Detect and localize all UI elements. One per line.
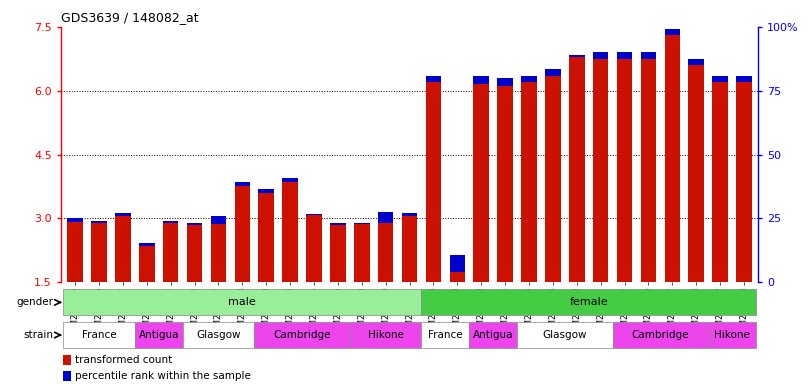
Bar [664,29,680,35]
Bar [187,225,203,282]
Bar [708,322,756,348]
Text: GDS3639 / 148082_at: GDS3639 / 148082_at [61,11,199,24]
Bar [163,220,178,223]
Text: percentile rank within the sample: percentile rank within the sample [75,371,251,381]
Bar [378,212,393,223]
Bar [497,86,513,282]
Bar [115,216,131,282]
Bar [307,215,322,282]
Text: gender: gender [17,297,54,308]
Bar [139,243,155,246]
Text: transformed count: transformed count [75,355,173,365]
Bar [135,322,182,348]
Bar [449,271,465,282]
Bar [422,322,470,348]
Text: Glasgow: Glasgow [196,330,241,340]
Bar [422,290,756,315]
Bar [259,193,274,282]
Bar [641,52,656,59]
Text: Glasgow: Glasgow [543,330,587,340]
Text: France: France [428,330,463,340]
Bar [612,322,708,348]
Bar [63,290,422,315]
Bar [401,213,418,216]
Bar [163,223,178,282]
Bar [689,59,704,65]
Bar [517,322,612,348]
Bar [330,223,345,225]
Bar [474,76,489,84]
Bar [474,84,489,282]
Bar [593,59,608,282]
Bar [259,189,274,193]
Text: strain: strain [24,330,54,340]
Bar [139,246,155,282]
Bar [234,187,250,282]
Bar [63,322,135,348]
Bar [307,214,322,215]
Bar [92,223,107,282]
Text: Antigua: Antigua [473,330,513,340]
Bar [282,178,298,182]
Bar [497,78,513,86]
Text: Hikone: Hikone [714,330,750,340]
Bar [426,82,441,282]
Bar [115,213,131,216]
Bar [63,355,71,365]
Text: Cambridge: Cambridge [632,330,689,340]
Bar [282,182,298,282]
Bar [187,223,203,225]
Bar [712,76,727,82]
Bar [736,76,752,82]
Bar [569,55,585,57]
Text: France: France [82,330,116,340]
Bar [426,76,441,82]
Text: Hikone: Hikone [367,330,404,340]
Bar [593,52,608,59]
Bar [545,70,560,76]
Bar [664,35,680,282]
Bar [616,52,633,59]
Bar [569,57,585,282]
Bar [330,225,345,282]
Bar [67,218,83,222]
Text: Cambridge: Cambridge [273,330,331,340]
Bar [470,322,517,348]
Bar [63,371,71,381]
Text: female: female [569,297,608,308]
Bar [521,76,537,82]
Bar [521,82,537,282]
Bar [689,65,704,282]
Bar [234,182,250,187]
Bar [350,322,422,348]
Bar [401,216,418,282]
Bar [641,59,656,282]
Bar [67,222,83,282]
Bar [211,223,226,282]
Bar [545,76,560,282]
Bar [736,82,752,282]
Bar [182,322,255,348]
Text: Antigua: Antigua [139,330,179,340]
Bar [255,322,350,348]
Bar [449,255,465,271]
Bar [378,223,393,282]
Bar [211,216,226,223]
Bar [354,223,370,224]
Bar [712,82,727,282]
Bar [616,59,633,282]
Bar [92,220,107,223]
Text: male: male [229,297,256,308]
Bar [354,224,370,282]
